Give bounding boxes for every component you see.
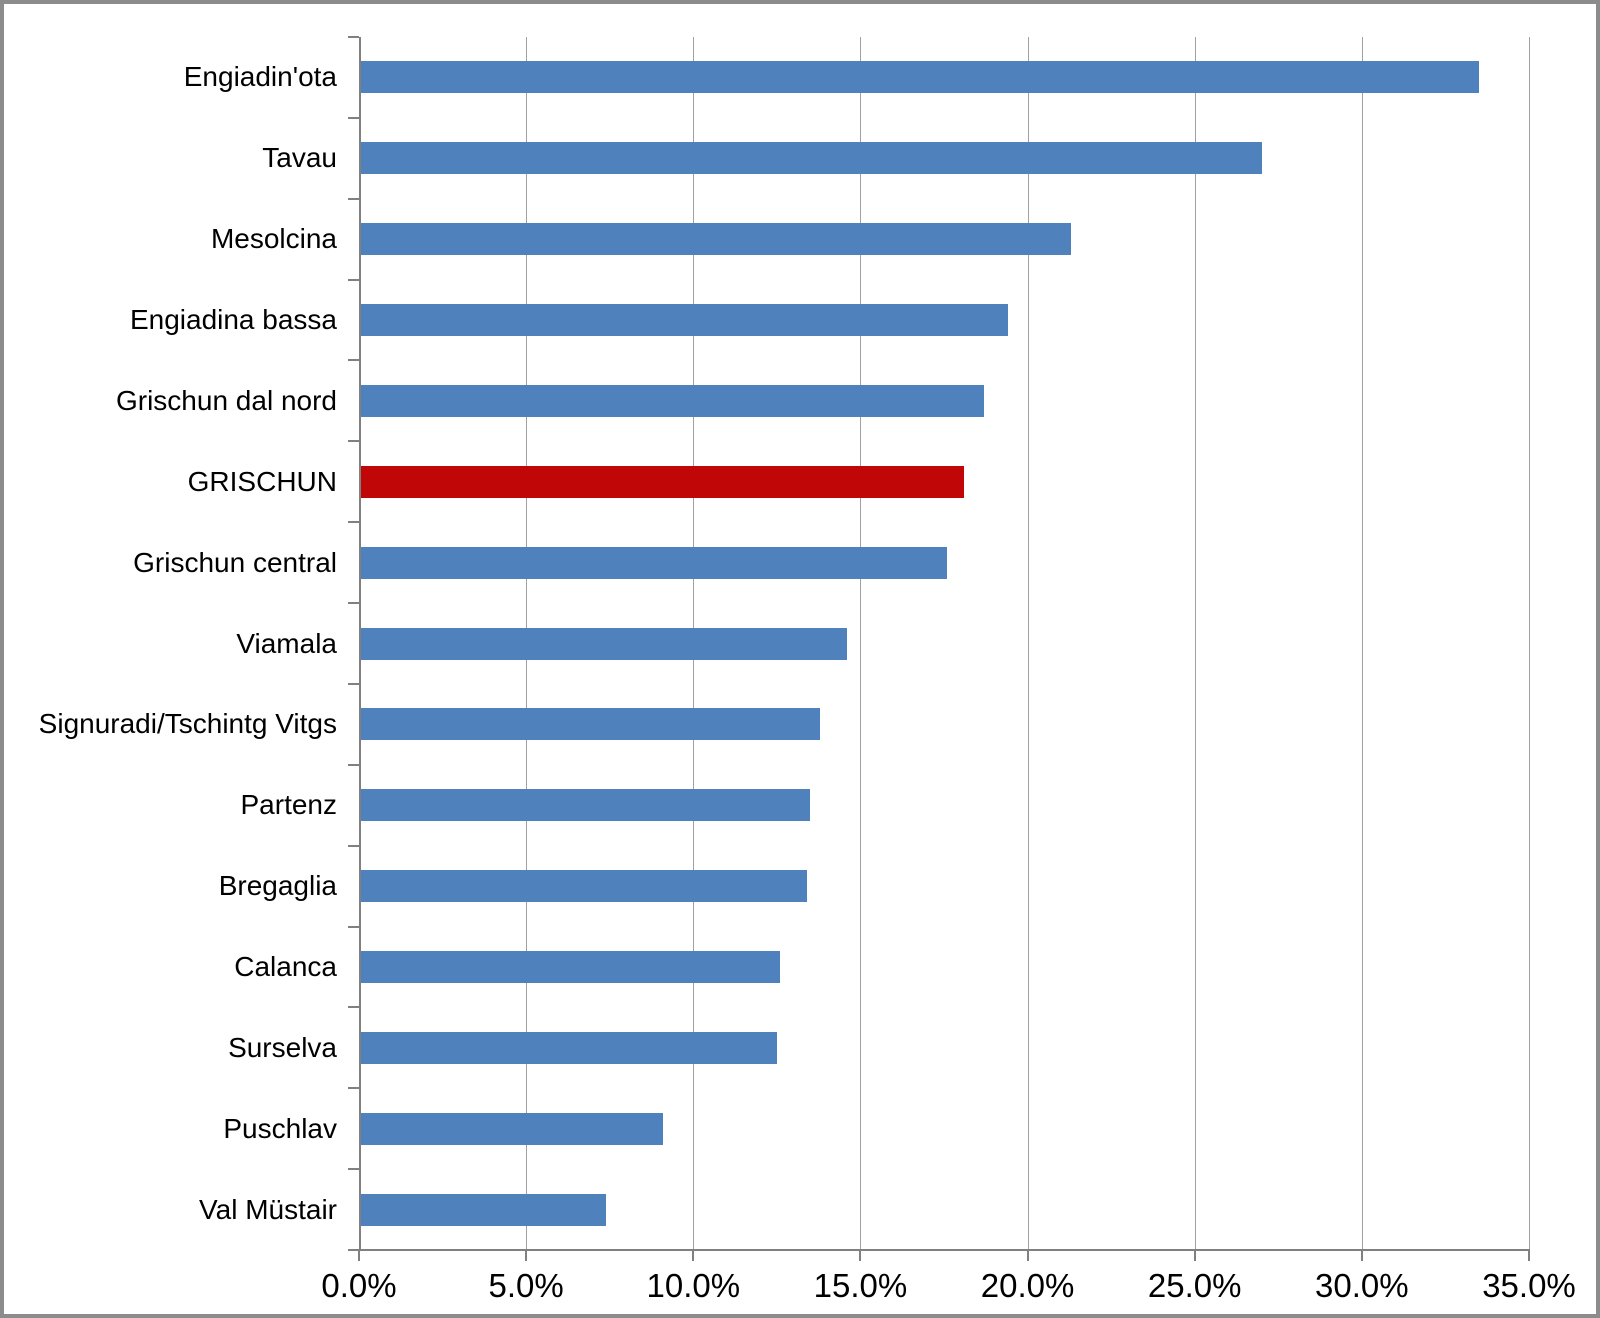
y-axis-tick [348,1087,359,1090]
y-axis-tick [348,763,359,766]
bar-puschlav [359,1112,664,1145]
y-axis-tick [348,844,359,847]
y-axis-tick [348,1168,359,1171]
y-axis-tick [348,682,359,685]
category-label-calanca: Calanca [234,950,337,982]
bar-grischun-central [359,546,948,579]
y-axis-tick [348,1006,359,1009]
x-axis-tick [1026,1250,1029,1261]
y-axis-tick [348,197,359,200]
x-tick-label: 0.0% [321,1267,397,1304]
category-label-mesolcina: Mesolcina [210,223,337,255]
category-label-partenz: Partenz [240,789,338,821]
bar-calanca [359,950,781,983]
category-label-bregaglia: Bregaglia [218,870,337,902]
category-label-surselva: Surselva [228,1031,337,1063]
category-label-signuradi-tschintg-vitgs: Signuradi/Tschintg Vitgs [38,708,337,740]
x-tick-label: 15.0% [813,1267,908,1304]
y-axis-tick [348,925,359,928]
bar-partenz [359,789,811,822]
category-label-viamala: Viamala [236,627,337,659]
bar-engiadina-bassa [359,304,1008,337]
x-axis-tick [692,1250,695,1261]
bar-bregaglia [359,870,807,903]
gridline [1194,37,1196,1250]
category-label-engiadin-ota: Engiadin'ota [183,61,337,93]
bar-grischun [359,465,965,498]
y-axis-tick [348,521,359,524]
bar-mesolcina [359,223,1072,256]
bar-viamala [359,627,848,660]
category-label-grischun-dal-nord: Grischun dal nord [115,384,337,416]
x-axis-tick [525,1250,528,1261]
y-axis-tick [348,116,359,119]
x-axis-tick [1528,1250,1530,1261]
y-axis-tick [348,602,359,605]
y-axis-tick [348,1249,359,1251]
y-axis-tick [348,440,359,443]
category-label-tavau: Tavau [262,142,337,174]
category-label-puschlav: Puschlav [223,1112,337,1144]
category-label-grischun-central: Grischun central [133,546,337,578]
y-axis-tick [348,36,359,38]
x-tick-label: 10.0% [646,1267,741,1304]
gridline [1529,37,1530,1250]
x-tick-label: 30.0% [1315,1267,1409,1304]
bar-val-m-stair [359,1193,607,1226]
x-tick-label: 5.0% [488,1267,564,1304]
bar-engiadin-ota [359,61,1479,94]
y-axis-tick [348,359,359,362]
x-tick-label: 35.0% [1482,1267,1576,1304]
y-axis-tick [348,278,359,281]
x-axis-tick [1193,1250,1196,1261]
category-label-grischun: GRISCHUN [187,465,337,497]
x-axis-tick [859,1250,862,1261]
x-axis-tick [1360,1250,1363,1261]
x-tick-label: 25.0% [1147,1267,1242,1304]
bar-tavau [359,142,1262,175]
gridline [860,37,862,1250]
y-axis-line [359,37,361,1250]
gridline [1361,37,1363,1250]
x-axis-tick [358,1250,360,1261]
gridline [1027,37,1029,1250]
x-axis-line [358,1249,1530,1251]
category-label-engiadina-bassa: Engiadina bassa [129,304,337,336]
bar-grischun-dal-nord [359,384,985,417]
category-label-val-m-stair: Val Müstair [199,1193,337,1225]
bar-surselva [359,1031,777,1064]
x-tick-label: 20.0% [980,1267,1075,1304]
bar-signuradi-tschintg-vitgs [359,708,821,741]
